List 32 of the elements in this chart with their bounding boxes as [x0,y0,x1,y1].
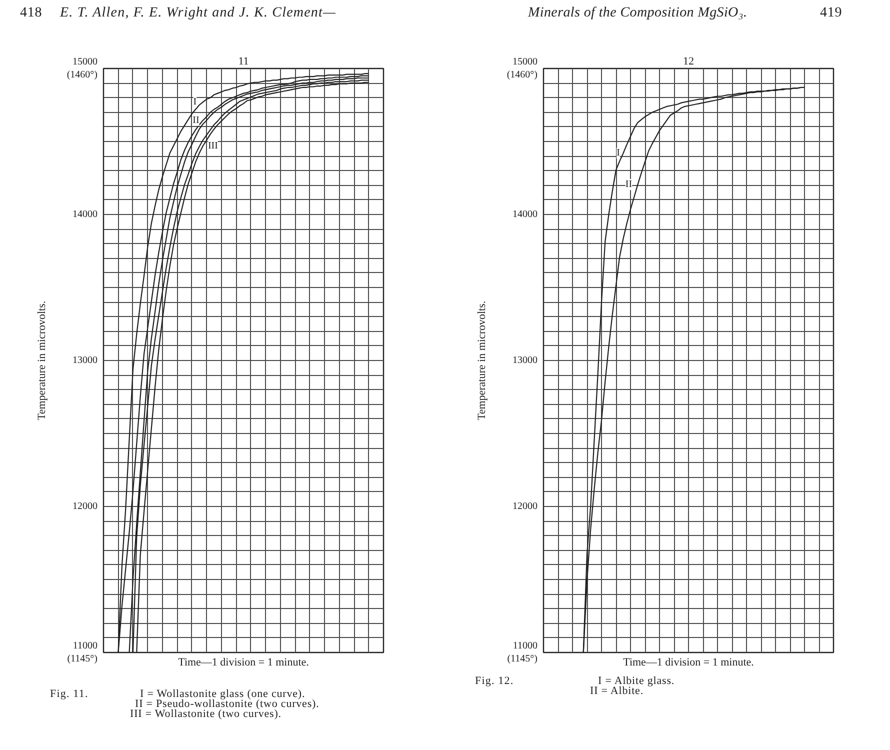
series-label: II [625,179,632,190]
chart-title: 11 [238,56,249,68]
y-tick-label: 12000 [72,501,98,512]
y-tick-label: 14000 [72,209,98,220]
y-tick-label: 11000 (1145°) [507,640,538,665]
y-tick-label: 13000 [512,355,538,366]
y-axis-title: Temperature in microvolts. [36,300,48,420]
series-label: III [208,140,218,152]
caption: Fig. 11. [50,688,88,700]
text: I = Albite glass. [598,674,675,687]
y-tick-label: 11000 (1145°) [67,640,98,665]
y-tick-label: 15000 (1460°) [66,56,98,81]
series-label: II [192,114,200,126]
y-tick-label: 12000 [512,501,538,512]
x-axis-title: Time—1 division = 1 minute. [178,656,310,668]
caption: Fig. 12. [475,674,514,688]
text: 418 [20,5,42,21]
text: 419 [820,5,842,21]
text: I = Wollastonite glass (one curve). [140,688,306,700]
y-axis-title: Temperature in microvolts. [476,300,488,420]
series-label: I [616,148,620,159]
text: E. T. Allen, F. E. Wright and J. K. Clement— [60,5,336,21]
text: II = Pseudo-wollastonite (two curves). [135,698,320,710]
y-tick-label: 14000 [512,209,538,220]
text: III = Wollastonite (two curves). [130,708,282,720]
y-tick-label: 13000 [72,355,98,366]
series-label: I [193,96,197,108]
x-axis-title: Time—1 division = 1 minute. [623,656,754,668]
y-tick-label: 15000 (1460°) [506,56,538,81]
chart-title: 12 [683,56,694,68]
text: Minerals of the Composition MgSiO₃. [528,5,748,21]
text: II = Albite. [590,684,644,698]
